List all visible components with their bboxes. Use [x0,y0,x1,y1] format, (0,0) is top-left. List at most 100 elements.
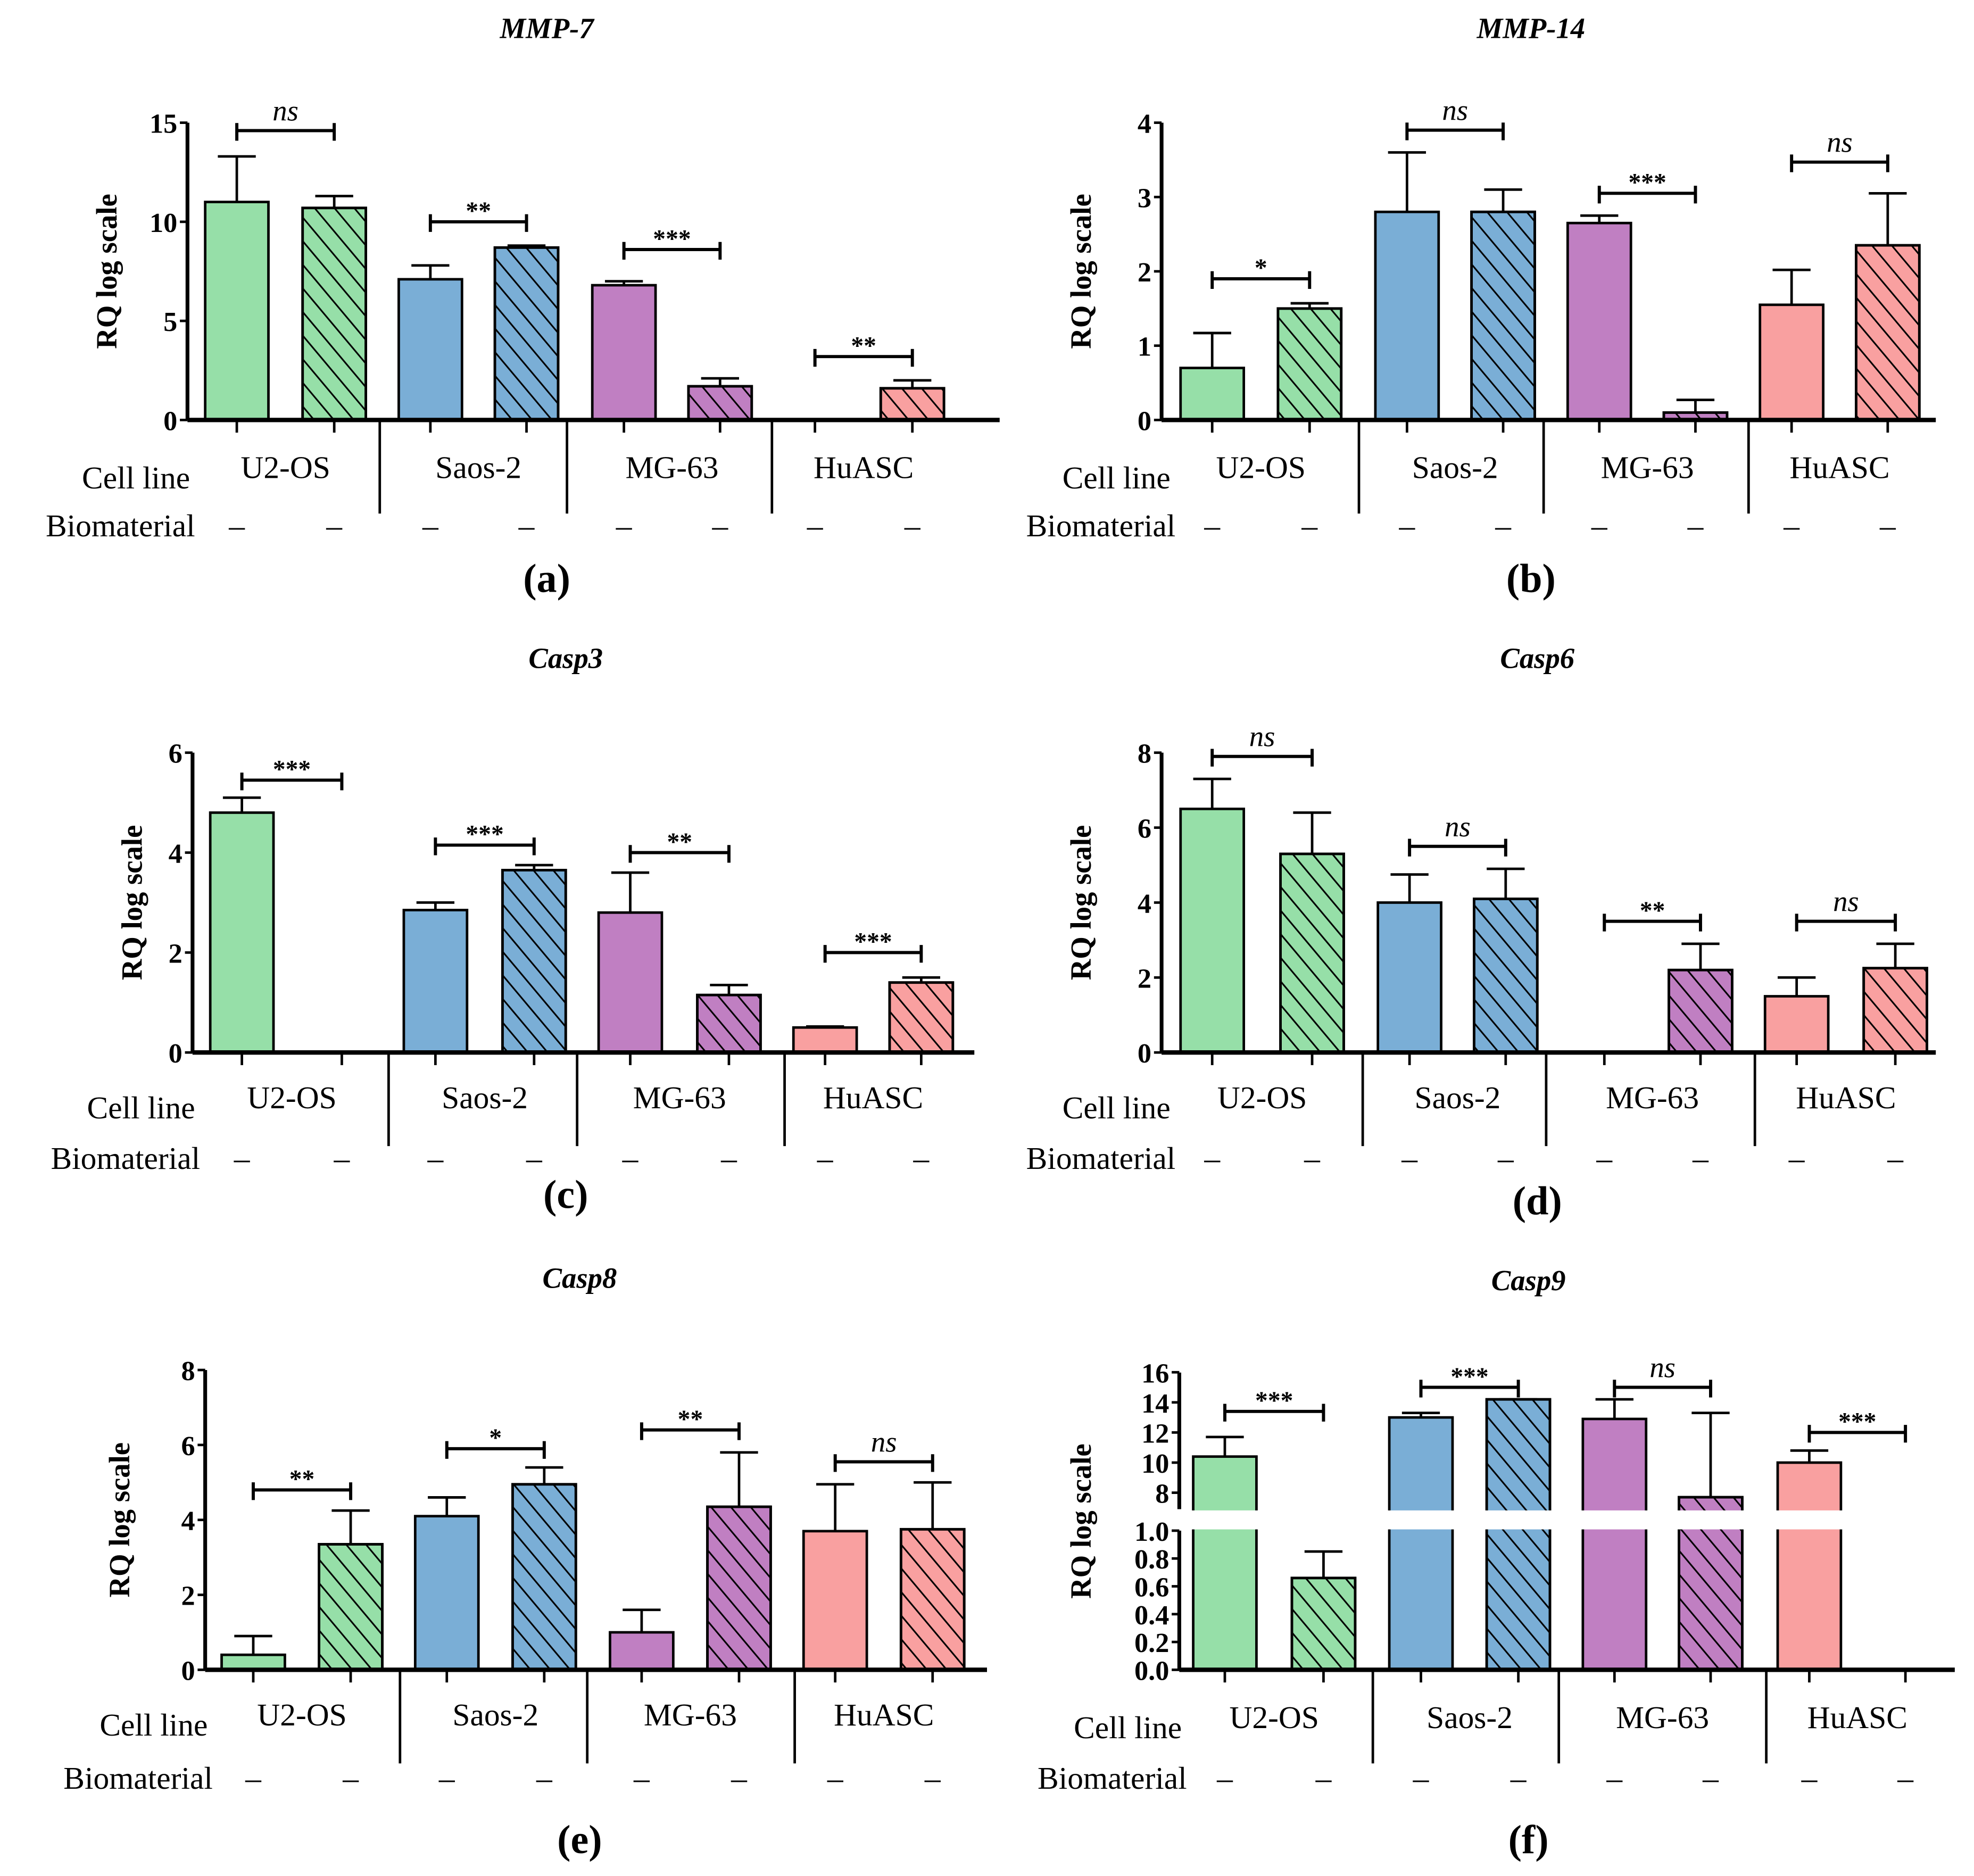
y-tick-label: 0 [163,405,177,436]
biomaterial-row-label: Biomaterial [1026,508,1176,543]
bar [1376,901,1442,1054]
category-label: MG-63 [1606,1080,1699,1115]
y-tick-label: 8 [1138,738,1151,769]
bar [204,201,270,421]
biomaterial-mark: – [1301,508,1318,543]
biomaterial-mark: – [720,1141,737,1176]
significance-label: ** [1640,897,1665,925]
category-label: HuASC [823,1080,923,1115]
category-label: U2-OS [247,1080,336,1115]
biomaterial-row-label: Biomaterial [63,1761,213,1796]
category-label: HuASC [1796,1080,1896,1115]
biomaterial-mark: – [1596,1141,1613,1176]
category-label: U2-OS [1216,450,1306,485]
category-label: MG-63 [1616,1700,1709,1735]
y-tick-label: 2 [169,938,183,969]
bar [1192,1455,1258,1671]
biomaterial-mark: – [731,1761,748,1796]
y-tick-label: 6 [181,1431,195,1462]
bar-hatch [1485,1398,1552,1671]
bar-hatch [1276,307,1343,421]
biomaterial-mark: – [904,508,921,543]
y-axis-label: RQ log scale [116,825,148,981]
biomaterial-mark: – [1702,1761,1719,1796]
y-tick-label: 8 [1155,1479,1169,1509]
bar [597,911,663,1054]
y-tick-label: 4 [181,1506,195,1537]
bar-hatch [879,387,945,421]
biomaterial-mark: – [633,1761,650,1796]
y-tick-label: 0.2 [1134,1628,1169,1658]
biomaterial-mark: – [1204,1141,1221,1176]
chart-title: MMP-7 [500,12,595,44]
bar-hatch [687,385,753,421]
significance-label: ns [1442,94,1468,127]
panel-label: (d) [1513,1179,1562,1224]
y-tick-label: 10 [150,207,177,238]
biomaterial-mark: – [245,1761,262,1796]
bar-hatch [1473,898,1539,1054]
y-axis-label: RQ log scale [1065,825,1097,981]
y-tick-label: 5 [163,306,177,337]
biomaterial-mark: – [422,508,439,543]
category-label: U2-OS [1230,1700,1319,1735]
y-tick-label: 0 [1138,1038,1151,1069]
biomaterial-mark: – [1887,1141,1904,1176]
significance-label: ns [1827,126,1853,159]
biomaterial-mark: – [1801,1761,1818,1796]
bar-hatch [1862,967,1928,1054]
category-label: HuASC [814,450,914,485]
y-axis-label: RQ log scale [90,194,123,349]
category-label: Saos-2 [1426,1700,1513,1735]
bar-hatch [301,206,367,421]
biomaterial-mark: – [807,508,824,543]
bar-hatch [1855,244,1921,421]
axis-break-gap [1172,1510,1960,1530]
significance-label: *** [1450,1363,1488,1391]
significance-label: * [489,1424,502,1452]
y-tick-label: 3 [1138,182,1151,213]
bar-hatch [696,993,762,1054]
y-tick-label: 16 [1141,1358,1169,1389]
y-tick-label: 6 [1138,814,1151,844]
panel-label: (b) [1506,557,1556,601]
bar-hatch [511,1483,577,1671]
category-label: MG-63 [644,1697,737,1732]
significance-label: ns [871,1426,897,1458]
y-tick-label: 6 [169,738,183,769]
biomaterial-mark: – [1783,508,1800,543]
category-label: HuASC [834,1697,934,1732]
chart-title: MMP-14 [1477,12,1586,44]
biomaterial-row-label: Biomaterial [46,508,195,543]
bar [1374,210,1440,421]
significance-label: ns [1445,810,1471,843]
chart-panel-d: Casp6 RQ log scale 0 2 4 6 8 ns ns ** ns U2-OS Saos-… [1026,642,1936,1224]
biomaterial-mark: – [711,508,728,543]
cell-line-row-label: Cell line [1063,1090,1171,1125]
y-tick-label: 0 [181,1655,195,1686]
bar [220,1653,286,1671]
category-label: Saos-2 [452,1697,538,1732]
cell-line-row-label: Cell line [99,1707,208,1742]
y-tick-label: 4 [1138,109,1151,139]
y-tick-label: 10 [1141,1448,1169,1479]
chart-title: Casp3 [528,642,603,674]
y-tick-label: 8 [181,1356,195,1387]
bar-hatch [706,1505,772,1671]
category-label: HuASC [1807,1700,1907,1735]
panel-label: (e) [557,1817,602,1862]
biomaterial-mark: – [518,508,535,543]
bar-hatch [501,869,567,1054]
y-tick-label: 4 [169,839,183,869]
biomaterial-mark: – [1692,1141,1709,1176]
biomaterial-mark: – [334,1141,351,1176]
chart-panel-b: MMP-14 RQ log scale 0 1 2 3 4 * ns *** ns U2-OS Saos… [1026,12,1936,601]
significance-label: ** [289,1466,315,1493]
y-tick-label: 2 [1138,963,1151,994]
significance-label: ns [1649,1351,1676,1384]
bar [792,1026,858,1054]
chart-title: Casp6 [1500,642,1574,674]
category-label: Saos-2 [1412,450,1498,485]
significance-label: ns [1249,720,1275,753]
